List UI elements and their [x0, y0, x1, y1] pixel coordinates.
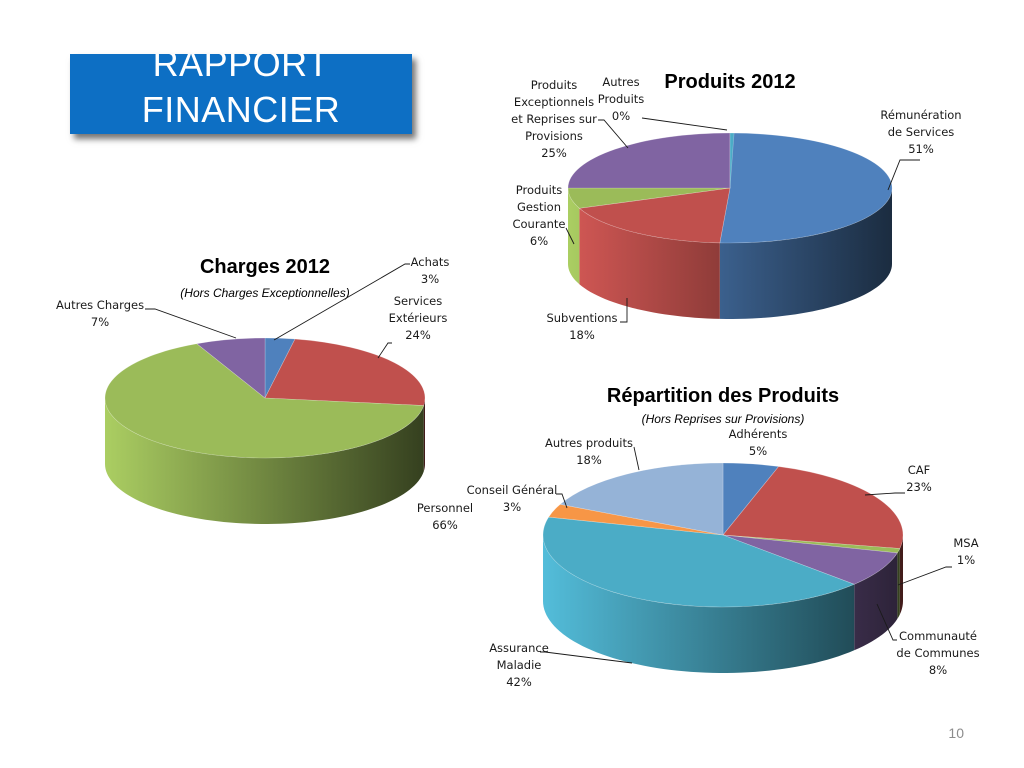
leader-line-autres-produits — [633, 446, 640, 471]
pie-slice-msa — [722, 534, 901, 554]
leader-line-communaute-de-communes — [876, 603, 897, 641]
pie-slice-communaute-de-communes — [722, 534, 898, 585]
pie-slice-subventions — [578, 187, 731, 244]
chart-subtitle: (Hors Charges Exceptionnelles) — [180, 286, 349, 300]
leader-line-autres-produits — [641, 117, 728, 131]
pie-side-walls — [105, 398, 425, 524]
chart-repartition-produits: Répartition des Produits (Hors Reprises s… — [467, 385, 980, 689]
chart-subtitle: (Hors Reprises sur Provisions) — [642, 412, 805, 426]
pie-slice-conseil-general — [548, 504, 724, 536]
data-label-subventions: Subventions 18% — [546, 311, 617, 342]
data-label-autres-charges: Autres Charges 7% — [56, 298, 144, 329]
leader-line-produits-gestion-courante — [565, 227, 575, 245]
pie-top-faces — [567, 132, 893, 244]
pie-wall-remuneration-de-services — [719, 188, 892, 319]
slide-title-line-2: FINANCIER — [141, 89, 341, 130]
data-label-achats: Achats 3% — [411, 255, 450, 286]
data-label-autres-produits: Autres produits 18% — [545, 436, 633, 467]
pie-slice-autres-produits — [729, 132, 735, 189]
leader-line-conseil-general — [556, 493, 568, 509]
pie-wall-personnel — [105, 398, 424, 524]
pie-slice-autres-charges — [196, 337, 266, 399]
pie-wall-caf — [899, 535, 903, 615]
pie-slice-produits-gestion-courante — [567, 187, 731, 209]
data-label-conseil-general: Conseil Général 3% — [467, 483, 558, 514]
pie-slice-autres-produits — [559, 462, 724, 536]
data-label-remuneration-de-services: Rémunération de Services 51% — [880, 108, 961, 156]
data-label-autres-produits: Autres Produits 0% — [598, 75, 645, 123]
chart-produits-2012: Produits 2012 Rémunération de Services 51% S… — [511, 71, 961, 342]
leader-line-assurance-maladie — [540, 651, 633, 664]
pie-side-walls — [568, 188, 892, 319]
pie-slice-remuneration-de-services — [719, 132, 893, 244]
pie-wall-services-exterieurs — [423, 398, 425, 472]
pie-slice-produits-exceptionnels-et-reprises-sur-provisions — [567, 132, 731, 189]
chart-title: Produits 2012 — [664, 71, 795, 93]
leader-line-msa — [897, 566, 952, 586]
chart-title: Charges 2012 — [200, 256, 330, 278]
data-label-produits-gestion-courante: Produits Gestion Courante 6% — [512, 183, 565, 248]
pie-wall-produits-gestion-courante — [568, 188, 580, 285]
pie-slice-adherents — [722, 462, 780, 536]
data-label-services-exterieurs: Services Extérieurs 24% — [389, 294, 448, 342]
pie-wall-subventions — [579, 208, 720, 319]
data-label-communaute-de-communes: Communauté de Communes 8% — [896, 629, 979, 677]
pie-top-faces — [542, 462, 904, 608]
pie-slice-personnel — [104, 343, 425, 459]
data-label-msa: MSA 1% — [953, 536, 978, 567]
leader-line-produits-exceptionnels-et-reprises-sur-provisions — [598, 119, 629, 149]
chart-title: Répartition des Produits — [607, 385, 839, 407]
pie-slice-assurance-maladie — [542, 516, 856, 608]
pie-slice-caf — [722, 466, 904, 549]
page-number: 10 — [948, 725, 964, 741]
chart-charges-2012: Charges 2012 (Hors Charges Exceptionnelle… — [56, 255, 473, 532]
leader-line-services-exterieurs — [377, 342, 392, 359]
data-label-adherents: Adhérents 5% — [729, 427, 788, 458]
leader-line-autres-charges — [145, 308, 237, 339]
leader-line-caf — [864, 492, 905, 496]
slide-title-line-1: RAPPORT — [152, 54, 330, 84]
pie-slice-services-exterieurs — [264, 338, 426, 406]
pie-wall-assurance-maladie — [543, 535, 855, 673]
data-label-assurance-maladie: Assurance Maladie 42% — [489, 641, 549, 689]
slide-title-box: RAPPORT FINANCIER — [70, 54, 412, 134]
leader-line-subventions — [620, 298, 628, 323]
pie-wall-msa — [897, 548, 900, 619]
pie-slice-achats — [264, 337, 296, 399]
data-label-caf: CAF 23% — [906, 463, 932, 494]
data-label-personnel: Personnel 66% — [417, 501, 473, 532]
leader-line-remuneration-de-services — [887, 159, 920, 191]
data-label-produits-exceptionnels-et-reprises-sur-provisions: Produits Exceptionnels et Reprises sur Prov… — [511, 78, 597, 160]
pie-top-faces — [104, 337, 426, 459]
leader-line-achats — [273, 263, 410, 341]
